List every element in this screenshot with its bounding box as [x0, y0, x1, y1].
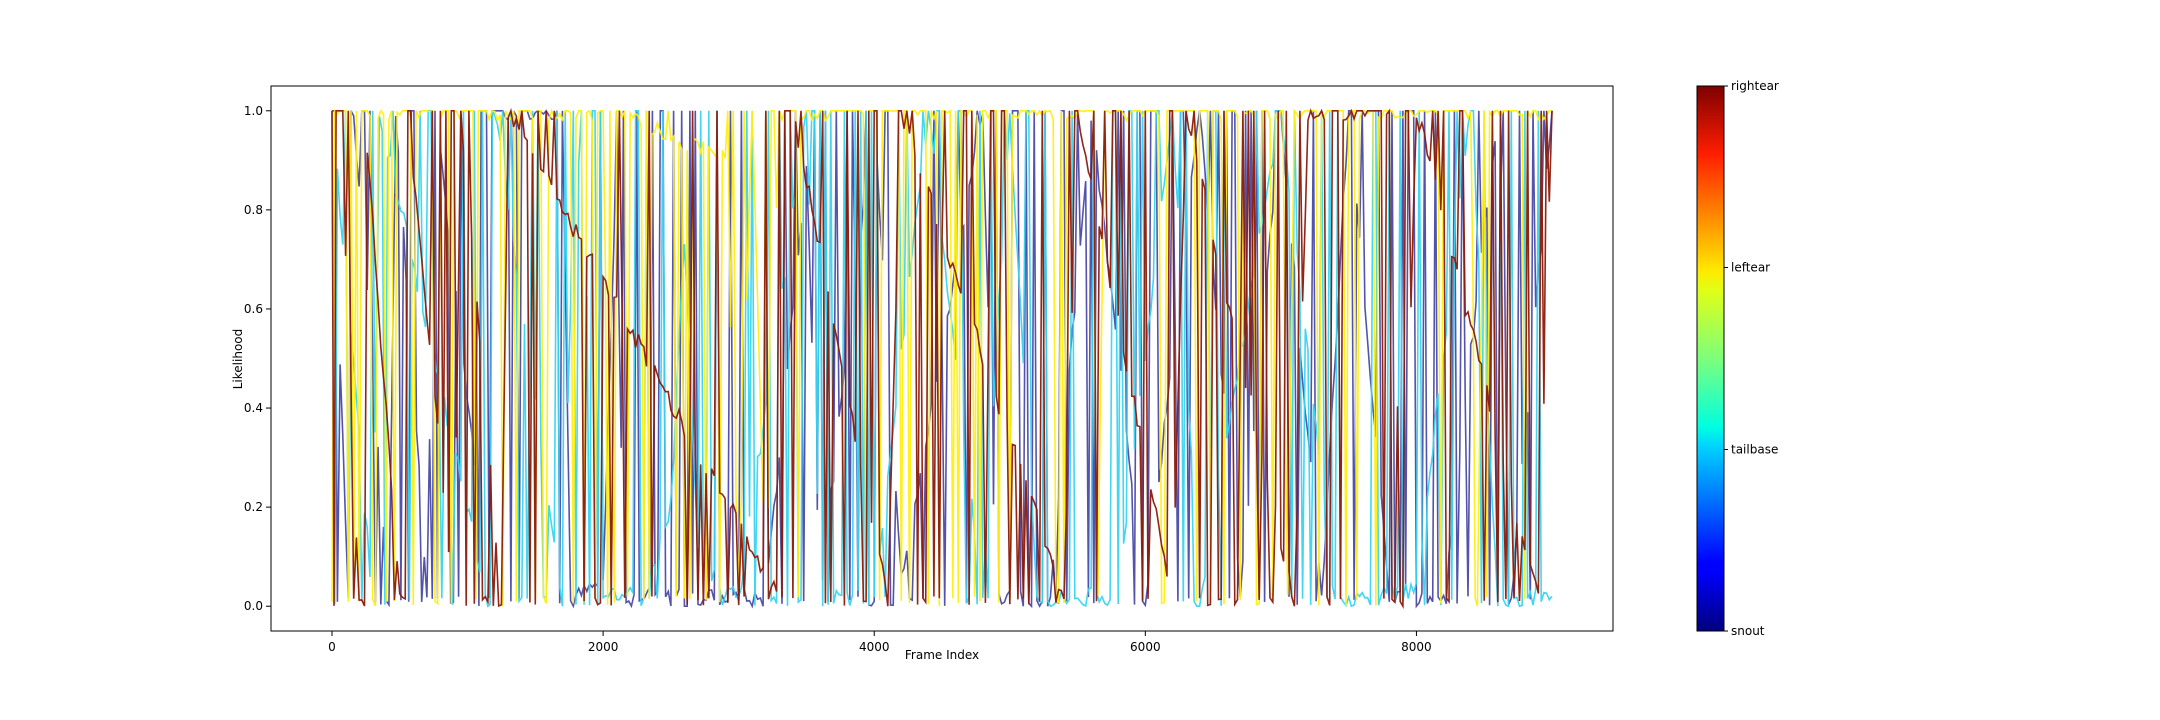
colorbar-tick-label: leftear — [1731, 260, 1770, 274]
x-axis: 0 2000 4000 6000 8000 — [328, 631, 1432, 654]
x-tick-label: 4000 — [859, 640, 890, 654]
y-tick-label: 0.2 — [244, 500, 263, 514]
x-tick-label: 8000 — [1401, 640, 1432, 654]
x-tick-label: 0 — [328, 640, 336, 654]
colorbar-tick-label: snout — [1731, 624, 1765, 638]
plot-frame — [270, 85, 1614, 632]
y-tick-label: 1.0 — [244, 104, 263, 118]
series-line-rightear — [331, 107, 1553, 610]
y-tick-label: 0.0 — [244, 599, 263, 613]
y-tick-label: 0.8 — [244, 203, 263, 217]
x-axis-label: Frame Index — [905, 648, 979, 662]
plot-area — [270, 85, 1614, 632]
series-layer — [331, 107, 1553, 610]
colorbar-ticks: snout tailbase leftear rightear — [1724, 79, 1779, 638]
colorbar-tick-label: tailbase — [1731, 443, 1778, 457]
x-tick-label: 6000 — [1130, 640, 1161, 654]
y-axis: 0.0 0.2 0.4 0.6 0.8 1.0 — [244, 104, 271, 613]
y-tick-label: 0.4 — [244, 401, 263, 415]
y-tick-label: 0.6 — [244, 302, 263, 316]
colorbar: snout tailbase leftear rightear — [1696, 79, 1779, 638]
colorbar-gradient — [1696, 85, 1725, 632]
x-tick-label: 2000 — [588, 640, 619, 654]
y-axis-label: Likelihood — [231, 329, 245, 390]
colorbar-tick-label: rightear — [1731, 79, 1779, 93]
